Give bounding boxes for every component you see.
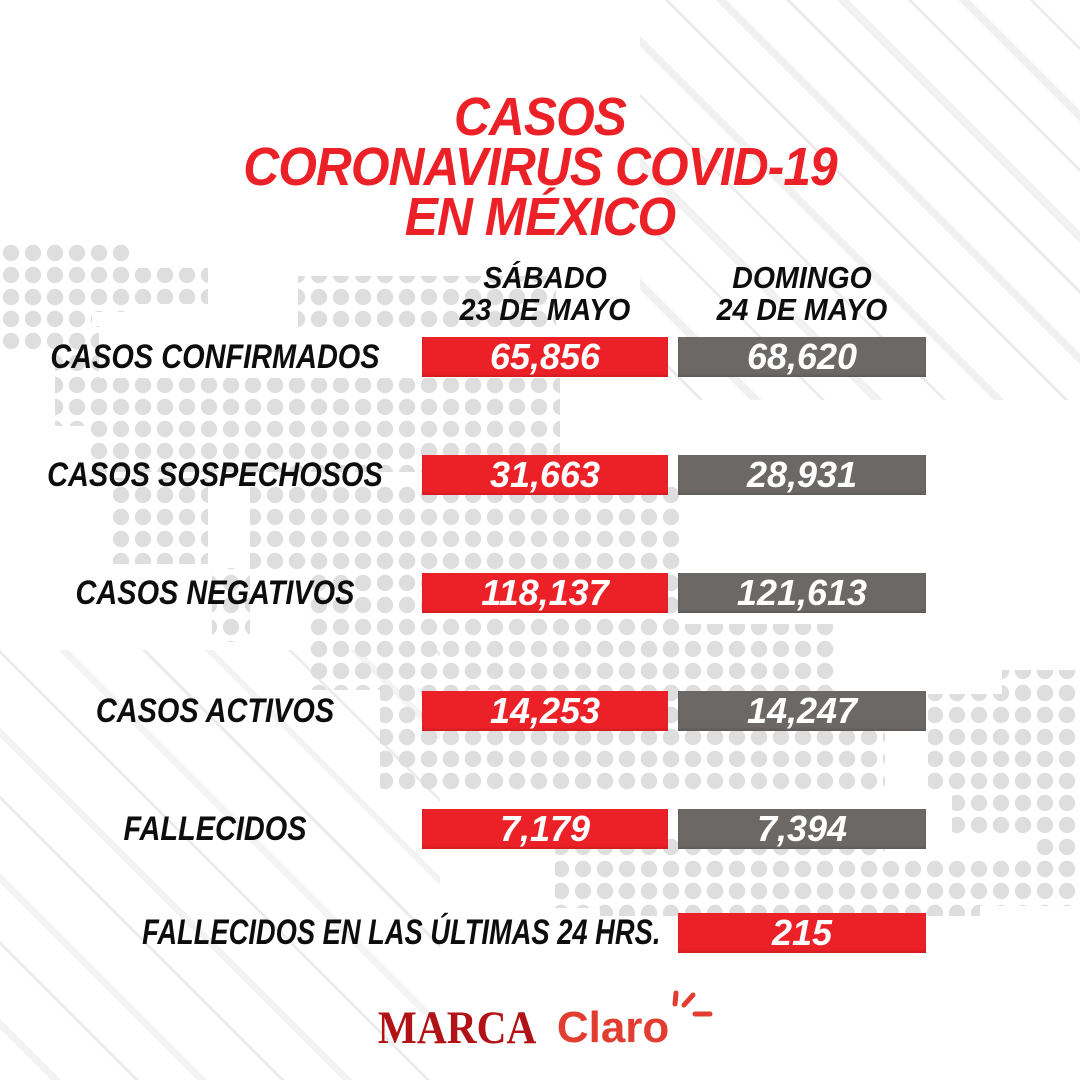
sunday-value-bar: 14,247 [678,690,926,731]
sunday-date-label: 24 DE MAYO [716,292,888,327]
row-label: CASOS ACTIVOS [95,691,335,730]
row-label: FALLECIDOS [123,809,307,848]
row-label: CASOS NEGATIVOS [75,573,355,612]
row-label: FALLECIDOS EN LAS ÚLTIMAS 24 HRS. [141,913,660,952]
saturday-value-bar: 65,856 [422,336,668,377]
title-line-1: CASOS [453,87,627,148]
table-row-negativos: CASOS NEGATIVOS 118,137 121,613 [0,572,1080,613]
title-line-3: EN MÉXICO [404,187,676,248]
row-label: CASOS CONFIRMADOS [50,337,380,376]
claro-spark-icon [672,990,713,1017]
table-row-fallecidos-24hrs: FALLECIDOS EN LAS ÚLTIMAS 24 HRS. 215 [0,912,1080,953]
table-row-activos: CASOS ACTIVOS 14,253 14,247 [0,690,1080,731]
saturday-value-bar: 118,137 [422,572,668,613]
brand-logo: MARCA Claro [0,990,1080,1058]
table-row-sospechosos: CASOS SOSPECHOSOS 31,663 28,931 [0,454,1080,495]
saturday-value-bar: 14,253 [422,690,668,731]
marca-logo-text: MARCA [377,1001,537,1054]
last-24hrs-value-bar: 215 [678,912,926,953]
sunday-value-bar: 28,931 [678,454,926,495]
saturday-day-label: SÁBADO [483,260,607,295]
sunday-day-label: DOMINGO [732,260,872,295]
row-label: CASOS SOSPECHOSOS [47,455,383,494]
claro-logo-text: Claro [557,990,713,1050]
saturday-value-bar: 7,179 [422,808,668,849]
column-header-saturday: SÁBADO 23 DE MAYO [432,262,658,326]
table-row-confirmados: CASOS CONFIRMADOS 65,856 68,620 [0,336,1080,377]
title-line-2: CORONAVIRUS COVID-19 [243,137,837,198]
saturday-date-label: 23 DE MAYO [459,292,631,327]
column-header-sunday: DOMINGO 24 DE MAYO [688,262,916,326]
page-title: CASOS CORONAVIRUS COVID-19 EN MÉXICO [0,87,1080,248]
sunday-value-bar: 121,613 [678,572,926,613]
saturday-value-bar: 31,663 [422,454,668,495]
table-row-fallecidos: FALLECIDOS 7,179 7,394 [0,808,1080,849]
sunday-value-bar: 68,620 [678,336,926,377]
sunday-value-bar: 7,394 [678,808,926,849]
